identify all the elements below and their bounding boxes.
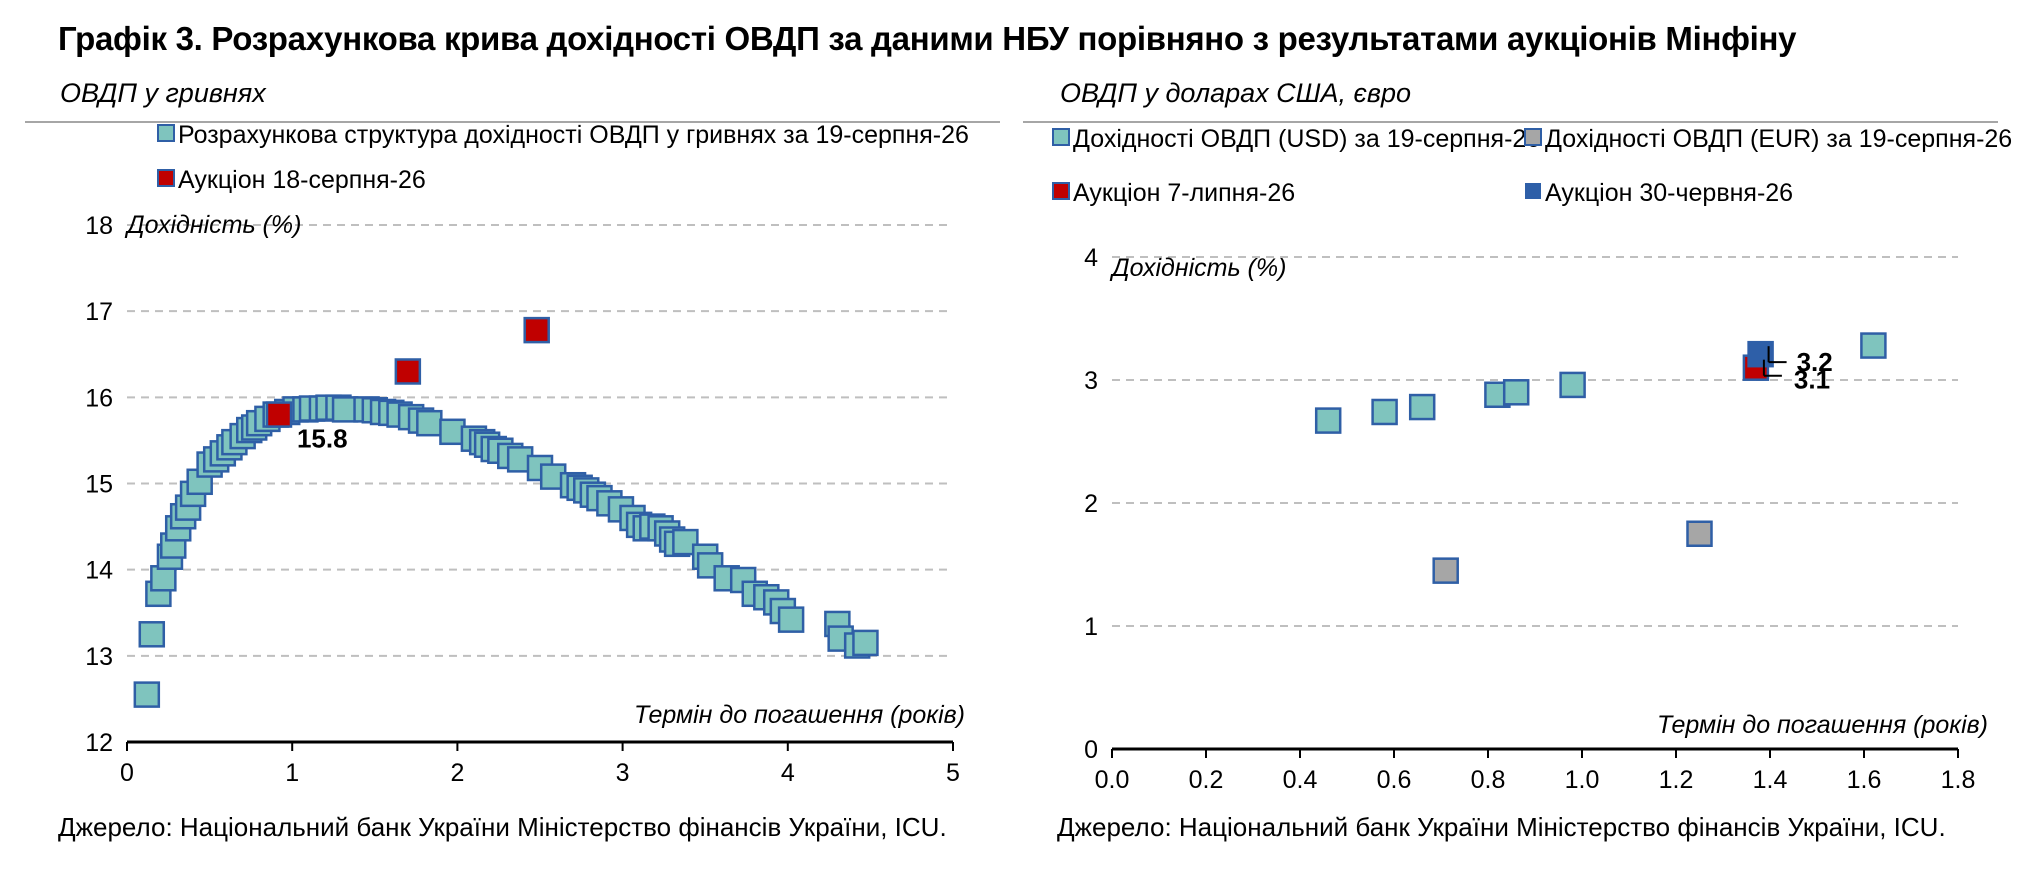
x-axis-label: Термін до погашення (років) [634,701,965,729]
x-tick-label: 0 [120,759,134,787]
left-source-note: Джерело: Національний банк України Мініс… [58,812,947,842]
y-tick-label: 14 [85,557,113,585]
y-tick-label: 0 [1084,736,1098,764]
right-source-note: Джерело: Національний банк України Мініс… [1057,812,1946,842]
legend-marker [1524,128,1542,146]
data-point [133,681,161,708]
y-tick-label: 12 [85,729,113,757]
data-point [1559,371,1586,399]
y-tick-label: 3 [1084,367,1098,395]
legend-entry: Аукціон 7-липня-26 [1073,179,1295,207]
data-point [394,358,422,385]
x-tick-label: 3 [616,759,630,787]
left-chart-subtitle: ОВДП у гривнях [60,78,266,108]
left-header-rule [25,121,1000,123]
legend-entry: Розрахункова структура дохідності ОВДП у… [178,121,969,149]
chart-title: Графік 3. Розрахункова крива дохідності … [58,20,1797,57]
legend-entry: Дохідності ОВДП (USD) за 19-серпня-26 [1073,125,1540,153]
x-tick-label: 1.4 [1753,766,1788,794]
legend-marker [157,124,175,142]
data-point [1860,332,1887,359]
data-point [265,401,293,428]
data-point [777,606,805,633]
y-tick-label: 1 [1084,613,1098,641]
x-tick-label: 1.0 [1565,766,1600,794]
data-point [1502,379,1530,406]
x-tick-label: 0.8 [1471,766,1506,794]
data-point [1686,520,1713,547]
x-tick-label: 0.2 [1189,766,1224,794]
data-point [1408,393,1436,421]
y-tick-label: 18 [85,212,113,240]
data-label: 3.1 [1794,365,1830,395]
data-point [416,409,443,437]
x-tick-label: 0.6 [1377,766,1412,794]
right-chart-subtitle: ОВДП у доларах США, євро [1060,78,1411,108]
x-tick-label: 1.2 [1659,766,1694,794]
x-tick-label: 0.0 [1095,766,1130,794]
legend-marker [1052,128,1070,146]
x-tick-label: 4 [781,759,795,787]
legend-entry: Дохідності ОВДП (EUR) за 19-серпня-26 [1545,125,2012,153]
legend-entry: Аукціон 30-червня-26 [1545,179,1793,207]
data-point [523,316,550,344]
legend-entry: Аукціон 18-серпня-26 [178,166,426,194]
y-axis-label: Дохідність (%) [1109,254,1286,282]
data-point [1314,407,1342,434]
data-point [138,621,166,648]
x-tick-label: 2 [450,759,464,787]
x-axis-label: Термін до погашення (років) [1657,711,1988,739]
y-axis-label: Дохідність (%) [124,211,301,239]
legend-marker [1525,183,1541,199]
x-tick-label: 1.8 [1941,766,1976,794]
data-label: 3.2 [1797,347,1833,377]
y-tick-label: 15 [85,471,113,499]
y-tick-label: 2 [1084,490,1098,518]
x-tick-label: 1 [285,759,299,787]
x-tick-label: 0.4 [1283,766,1318,794]
right-header-rule [1023,121,1998,123]
data-point [1432,557,1459,584]
data-label: 15.8 [297,424,348,454]
y-tick-label: 4 [1084,244,1098,272]
y-tick-label: 13 [85,643,113,671]
data-point [1371,398,1398,426]
legend-marker [1052,182,1070,200]
y-tick-label: 16 [85,384,113,412]
y-tick-label: 17 [85,298,113,326]
right-scatter-chart: 0 1 2 3 4 0.0 0.2 0.4 0.6 0.8 1.0 1.2 1.4 1.6 1.8 Дохід… [1052,125,2012,794]
legend-marker [157,169,175,187]
x-tick-label: 1.6 [1847,766,1882,794]
data-point [852,629,879,657]
x-tick-label: 5 [946,759,960,787]
